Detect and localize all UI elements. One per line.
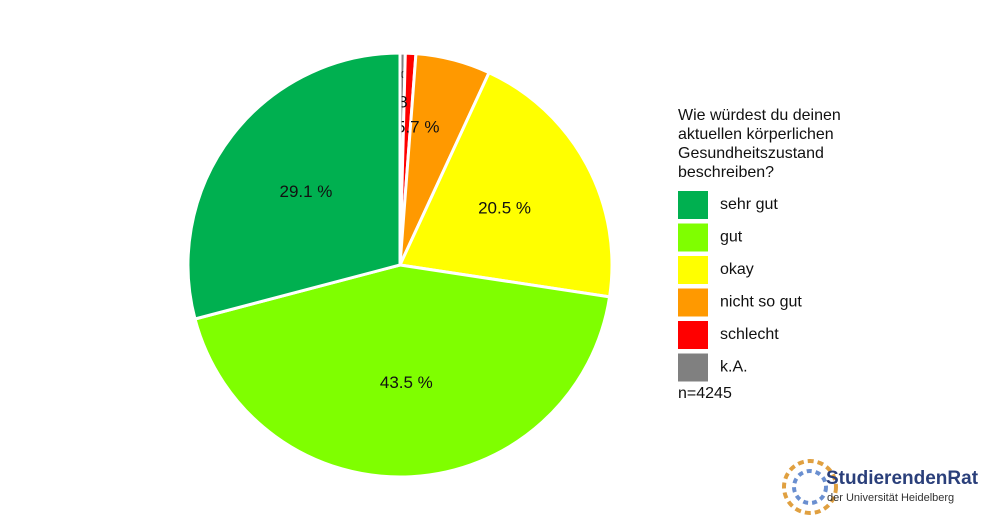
logo-ring [782, 459, 838, 515]
legend-label: k.A. [720, 359, 748, 376]
logo-name: StudierendenRat [826, 468, 979, 489]
data-label: 5.7 % [396, 117, 439, 136]
legend-swatch [678, 223, 708, 252]
legend-label: gut [720, 229, 743, 246]
logo-subtitle: der Universität Heidelberg [827, 492, 954, 504]
legend-title-text: Wie würdest du deinen aktuellen körperlic… [678, 107, 841, 181]
legend-title: Wie würdest du deinen aktuellen körperlic… [678, 107, 841, 181]
legend-swatch [678, 353, 708, 382]
data-label: 43.5 % [380, 373, 433, 392]
note: n=4245 [678, 385, 732, 402]
pie-slice [397, 70, 614, 299]
legend-label: schlecht [720, 326, 779, 343]
data-label: 29.1 % [279, 182, 332, 201]
legend-swatch [678, 321, 708, 349]
logo-ring [792, 469, 828, 505]
data-label: 20.5 % [478, 198, 531, 217]
pie-slice [186, 51, 402, 321]
legend-label: okay [720, 261, 754, 278]
legend-swatch [678, 256, 708, 284]
legend-label: nicht so gut [720, 294, 802, 311]
logo: StudierendenRat der Universität Heidelbe… [782, 459, 979, 515]
legend-swatch [678, 288, 708, 317]
pie-slice [193, 263, 612, 479]
legend-swatch [678, 191, 708, 219]
legend-label: sehr gut [720, 196, 778, 213]
